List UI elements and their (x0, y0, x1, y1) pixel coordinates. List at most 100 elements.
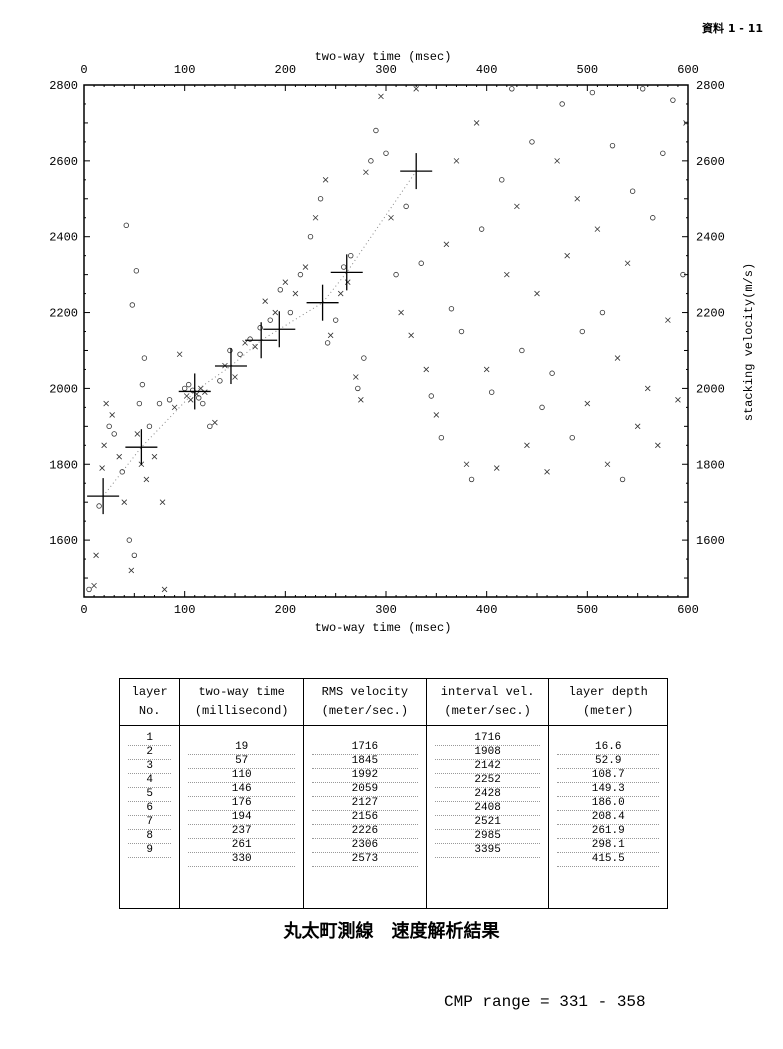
semblance-point (353, 374, 359, 380)
two-way-time-cell: 194 (188, 811, 295, 825)
semblance-point (539, 404, 545, 411)
interval-velocity-cell: 2142 (434, 760, 541, 774)
point-stroke (644, 385, 651, 392)
semblance-point (438, 435, 445, 441)
velocity-pick (263, 311, 296, 348)
semblance-point (509, 86, 515, 92)
semblance-point (324, 340, 331, 346)
semblance-point (640, 86, 646, 92)
semblance-point (473, 120, 480, 126)
document-id: 資料 1 - 11 (701, 22, 763, 35)
semblance-point (529, 139, 535, 145)
point-stroke (483, 366, 490, 373)
semblance-point (121, 499, 128, 505)
x-tick-label: 600 (677, 603, 699, 617)
semblance-point (499, 177, 505, 183)
point-stroke (358, 397, 364, 403)
semblance-point (634, 423, 641, 430)
semblance-point (227, 347, 233, 354)
semblance-point (393, 271, 399, 278)
two-way-time-cell: 176 (188, 797, 295, 811)
semblance-point (443, 241, 450, 248)
semblance-point (614, 355, 621, 361)
semblance-point (119, 469, 125, 475)
layer-no-cell: 3 (128, 760, 172, 774)
x-tick-label: 300 (375, 603, 397, 617)
x-tick-label: 400 (476, 63, 498, 77)
semblance-point (217, 378, 223, 384)
semblance-point (629, 188, 636, 194)
semblance-point (549, 370, 555, 376)
semblance-point (569, 435, 575, 441)
point-stroke (624, 260, 631, 267)
semblance-point (609, 142, 616, 149)
semblance-point (242, 340, 248, 346)
interval-velocity-cell: 2408 (434, 802, 541, 816)
point-stroke (524, 442, 530, 449)
layer-depth-cell: 415.5 (557, 853, 659, 867)
semblance-point (159, 499, 166, 505)
layer-no-cell: 7 (128, 816, 172, 830)
point-stroke (473, 120, 480, 126)
point-stroke (634, 423, 641, 430)
semblance-point (171, 404, 178, 411)
point-stroke (353, 374, 359, 380)
interval-velocity-cell: 1716 (434, 732, 541, 746)
semblance-point (207, 423, 213, 430)
point-stroke (493, 465, 500, 471)
semblance-point (373, 127, 379, 134)
semblance-point (337, 290, 344, 297)
semblance-point (292, 290, 299, 297)
y-tick-label: 2200 (696, 307, 725, 321)
semblance-point (559, 101, 565, 107)
semblance-point (458, 328, 465, 335)
point-stroke (159, 499, 166, 505)
y-axis-title-right: stacking velocity(m/s) (742, 263, 756, 421)
point-stroke (252, 343, 258, 350)
point-stroke (109, 412, 115, 418)
y-tick-label: 1800 (696, 458, 725, 472)
semblance-point (650, 215, 656, 221)
point-stroke (99, 465, 105, 471)
point-stroke (322, 177, 329, 183)
point-stroke (91, 582, 97, 589)
point-stroke (272, 309, 279, 316)
semblance-point (202, 389, 208, 395)
rms-velocity-cell: 2573 (311, 853, 418, 867)
velocity-scatter-plot: 0 0 100 100 200 200 300 300 400 400 500 500 600 600 16… (49, 50, 756, 635)
point-stroke (388, 214, 394, 221)
point-stroke (504, 271, 510, 278)
header-two-way-time: two-way time (millisecond) (179, 678, 304, 726)
semblance-point (483, 366, 490, 373)
semblance-point (683, 120, 689, 126)
point-stroke (143, 476, 150, 483)
semblance-point (99, 465, 105, 471)
point-stroke (134, 431, 141, 437)
velocity-pick (214, 348, 247, 385)
semblance-point (519, 347, 525, 354)
semblance-point (134, 431, 141, 437)
layer-depth-cell: 261.9 (557, 825, 659, 839)
interval-velocity-cell: 3395 (434, 844, 541, 858)
point-stroke (574, 195, 581, 202)
layer-no-cell: 9 (128, 844, 172, 858)
semblance-point (302, 264, 309, 270)
interval-velocity-cell: 2428 (434, 788, 541, 802)
y-tick-label: 2200 (49, 307, 78, 321)
velocity-analysis-table: layer No. two-way time (millisecond) RMS v… (118, 678, 668, 909)
semblance-point (101, 442, 107, 449)
point-stroke (128, 567, 135, 574)
x-tick-label: 500 (577, 603, 599, 617)
y-tick-label: 2600 (696, 155, 725, 169)
semblance-point (489, 389, 495, 395)
semblance-point (129, 302, 136, 308)
point-stroke (554, 158, 560, 164)
semblance-point (403, 203, 409, 210)
layer-depth-cell: 298.1 (557, 839, 659, 853)
semblance-point (478, 226, 485, 232)
point-stroke (378, 93, 384, 100)
semblance-point (277, 287, 283, 293)
rms-velocity-cell: 2226 (311, 825, 418, 839)
semblance-point (200, 400, 206, 407)
two-way-time-cell: 19 (188, 741, 295, 755)
